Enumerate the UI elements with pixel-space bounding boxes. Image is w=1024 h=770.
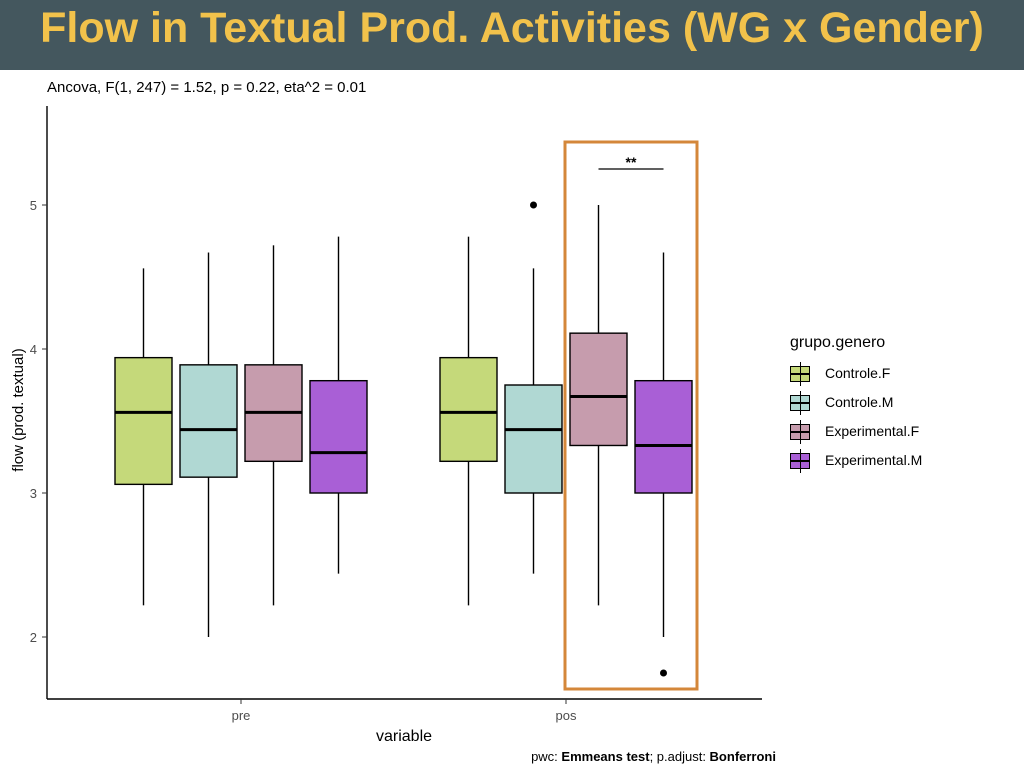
legend-label: Controle.F xyxy=(825,365,891,381)
box-Controle.M-pre xyxy=(179,252,238,637)
caption-adjust-prefix: ; p.adjust: xyxy=(649,749,710,764)
legend-label: Controle.M xyxy=(825,394,894,410)
box-Controle.F-pos xyxy=(439,236,498,606)
outlier-point xyxy=(660,669,667,677)
box-Controle.F-pre xyxy=(114,268,173,606)
legend-label: Experimental.F xyxy=(825,423,920,439)
legend-item: Experimental.F xyxy=(790,420,919,449)
box-Controle.M-pos xyxy=(504,201,563,574)
caption-adjust-value: Bonferroni xyxy=(709,749,776,764)
title-bar xyxy=(0,0,1024,70)
box-body xyxy=(309,379,368,494)
caption-pwc-value: Emmeans test xyxy=(561,749,650,764)
box-Experimental.M-pre xyxy=(309,236,368,574)
y-tick-label: 5 xyxy=(30,198,37,213)
x-tick-label: pos xyxy=(556,708,577,723)
y-tick-label: 2 xyxy=(30,630,37,645)
box-body xyxy=(569,332,628,447)
box-body xyxy=(114,356,173,486)
box-body xyxy=(504,384,563,494)
chart-caption: pwc: Emmeans test; p.adjust: Bonferroni xyxy=(0,749,776,764)
box-Experimental.F-pos xyxy=(569,205,628,606)
legend-item: Controle.F xyxy=(790,362,890,391)
legend-item: Experimental.M xyxy=(790,449,922,478)
legend: grupo.genero Controle.F Controle.M Experim… xyxy=(790,334,922,478)
box-body xyxy=(634,379,693,494)
significance-label: ** xyxy=(626,154,637,170)
legend-key xyxy=(790,420,810,444)
x-tick-label: pre xyxy=(232,708,251,723)
box-body xyxy=(439,356,498,463)
outlier-point xyxy=(530,201,537,209)
highlight-box xyxy=(563,140,699,691)
box-body xyxy=(179,364,238,478)
chart-subtitle: Ancova, F(1, 247) = 1.52, p = 0.22, eta^… xyxy=(47,79,367,96)
y-axis-title: flow (prod. textual) xyxy=(10,348,27,471)
legend-key xyxy=(790,391,810,415)
legend-key xyxy=(790,362,810,386)
slide-title: Flow in Textual Prod. Activities (WG x G… xyxy=(40,4,984,52)
x-axis-title: variable xyxy=(376,728,432,745)
legend-label: Experimental.M xyxy=(825,452,923,468)
legend-item: Controle.M xyxy=(790,391,893,420)
legend-title: grupo.genero xyxy=(790,334,886,351)
caption-pwc-prefix: pwc: xyxy=(531,749,562,764)
y-tick-label: 4 xyxy=(30,342,37,357)
box-Experimental.F-pre xyxy=(244,245,303,606)
box-Experimental.M-pos xyxy=(634,252,693,677)
y-tick-label: 3 xyxy=(30,486,37,501)
legend-key xyxy=(790,449,810,473)
